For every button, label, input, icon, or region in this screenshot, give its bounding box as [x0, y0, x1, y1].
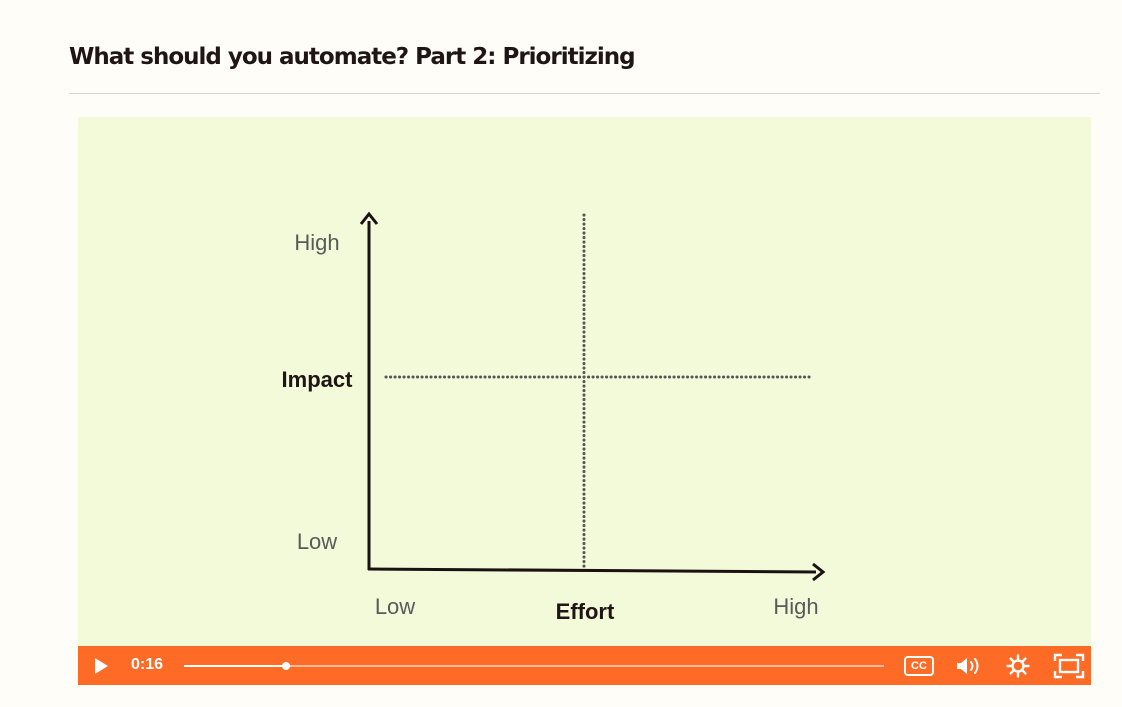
- closed-captions-icon: CC: [904, 656, 934, 676]
- x-axis-arrowhead: [812, 562, 826, 582]
- x-axis-line: [367, 567, 817, 574]
- x-axis-high-label: High: [773, 594, 818, 619]
- volume-button[interactable]: [954, 654, 984, 678]
- y-axis-low-label: Low: [297, 529, 337, 554]
- progress-fill: [184, 665, 287, 667]
- video-player[interactable]: High Impact Low Low Effort High 0:16 CC: [78, 117, 1091, 685]
- y-axis-arrowhead: [359, 211, 379, 225]
- current-time: 0:16: [131, 656, 164, 673]
- y-axis-title: Impact: [282, 367, 354, 392]
- progress-bar[interactable]: [184, 662, 884, 670]
- closed-captions-button[interactable]: CC: [903, 655, 935, 677]
- y-axis-high-label: High: [294, 230, 339, 255]
- settings-button[interactable]: [1005, 653, 1031, 679]
- x-axis-low-label: Low: [375, 594, 415, 619]
- title-divider: [69, 93, 1100, 94]
- settings-icon: [1006, 654, 1030, 678]
- fullscreen-icon: [1053, 653, 1085, 679]
- progress-handle[interactable]: [282, 662, 291, 670]
- fullscreen-button[interactable]: [1052, 652, 1086, 680]
- video-frame[interactable]: High Impact Low Low Effort High: [78, 117, 1091, 646]
- play-button[interactable]: [88, 654, 114, 678]
- video-control-bar: 0:16 CC: [78, 646, 1091, 685]
- x-axis-title: Effort: [556, 599, 615, 624]
- play-icon: [95, 658, 108, 674]
- impact-effort-diagram: High Impact Low Low Effort High: [282, 211, 826, 624]
- page-title: What should you automate? Part 2: Priori…: [69, 44, 636, 70]
- volume-icon: [957, 658, 979, 674]
